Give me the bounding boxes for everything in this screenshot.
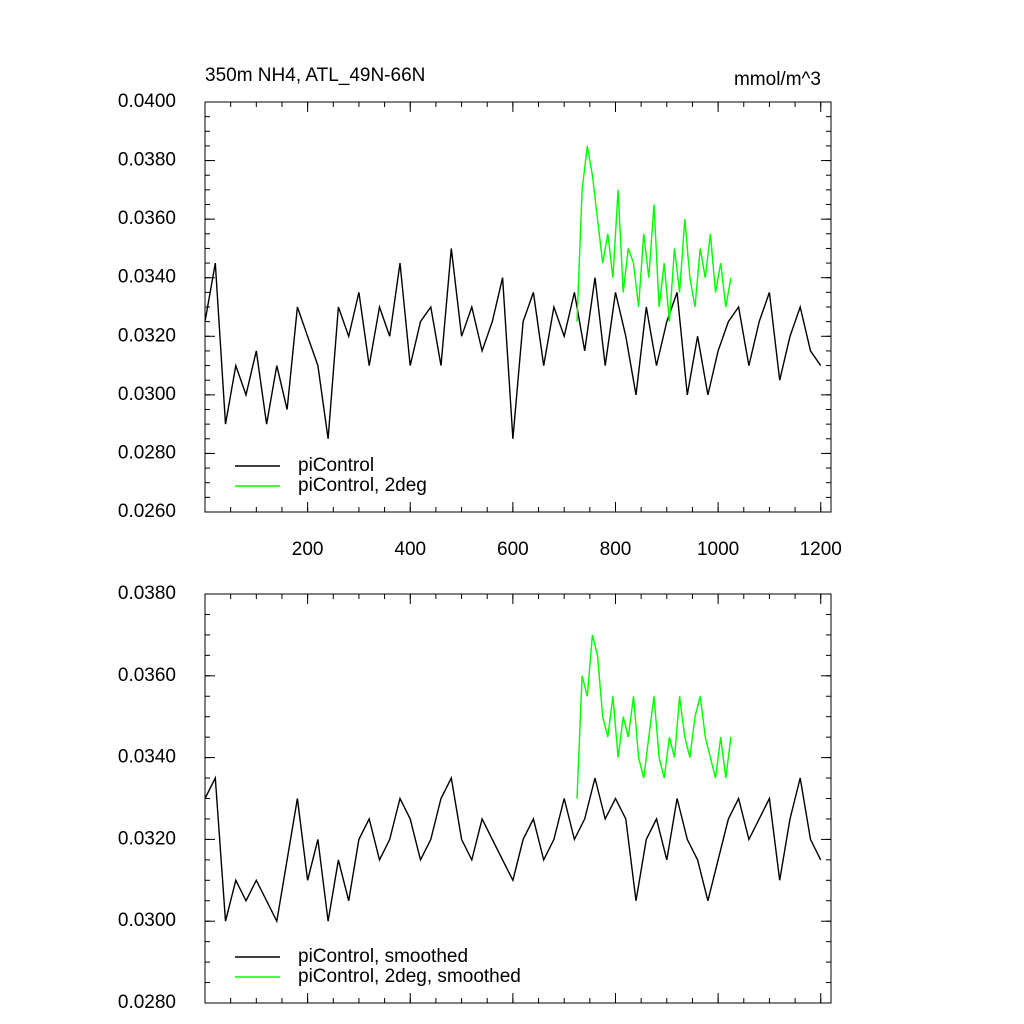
plot-frame [204, 101, 832, 513]
y-tick-label: 0.0320 [118, 325, 176, 346]
legend-label: piControl, 2deg, smoothed [298, 966, 521, 987]
y-tick-label: 0.0300 [118, 910, 176, 931]
y-tick-label: 0.0360 [118, 665, 176, 686]
plot-frame [204, 593, 832, 1004]
x-tick-label: 600 [497, 539, 529, 560]
legend-label: piControl, 2deg [298, 475, 427, 496]
y-tick-label: 0.0260 [118, 501, 176, 522]
y-tick-label: 0.0280 [118, 992, 176, 1013]
x-tick-label: 800 [600, 539, 632, 560]
y-tick-label: 0.0300 [118, 384, 176, 405]
y-tick-label: 0.0400 [118, 91, 176, 112]
series-line [204, 248, 822, 439]
series-line [204, 775, 822, 924]
y-tick-label: 0.0360 [118, 208, 176, 229]
y-tick-label: 0.0280 [118, 442, 176, 463]
series-line [576, 145, 732, 322]
y-tick-label: 0.0340 [118, 747, 176, 768]
x-tick-label: 1200 [800, 539, 842, 560]
y-tick-label: 0.0380 [118, 583, 176, 604]
legend-label: piControl, smoothed [298, 946, 468, 967]
x-tick-label: 400 [394, 539, 426, 560]
series-line [576, 634, 732, 799]
y-tick-label: 0.0380 [118, 150, 176, 171]
y-tick-label: 0.0340 [118, 267, 176, 288]
legend-label: piControl [298, 455, 374, 476]
units-label: mmol/m^3 [734, 69, 821, 90]
chart-title: 350m NH4, ATL_49N-66N [205, 65, 425, 86]
y-tick-label: 0.0320 [118, 828, 176, 849]
x-tick-label: 1000 [697, 539, 739, 560]
x-tick-label: 200 [292, 539, 324, 560]
